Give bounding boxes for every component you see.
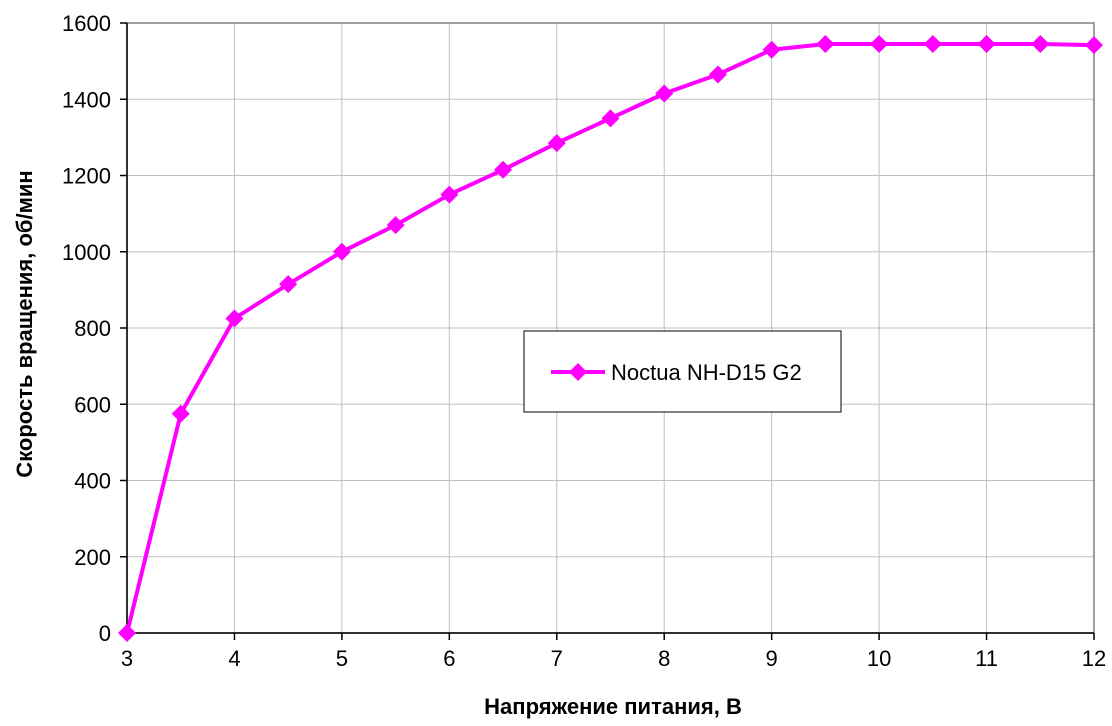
data-point-marker xyxy=(1031,34,1050,53)
y-axis-title: Скорость вращения, об/мин xyxy=(12,170,37,477)
y-tick-label: 0 xyxy=(99,621,111,646)
data-point-marker xyxy=(601,109,620,128)
data-point-marker xyxy=(279,275,298,294)
data-point-marker xyxy=(386,216,405,235)
data-point-marker xyxy=(816,34,835,53)
x-tick-label: 12 xyxy=(1082,646,1106,671)
x-tick-label: 8 xyxy=(658,646,670,671)
x-tick-label: 11 xyxy=(975,646,998,671)
y-tick-label: 400 xyxy=(74,469,111,494)
series-layer xyxy=(118,34,1103,642)
data-point-marker xyxy=(708,65,727,84)
y-tick-label: 1400 xyxy=(62,87,111,112)
x-tick-label: 9 xyxy=(766,646,778,671)
data-point-marker xyxy=(762,40,781,59)
data-point-marker xyxy=(171,404,190,423)
data-point-marker xyxy=(118,624,136,642)
x-tick-label: 7 xyxy=(551,646,563,671)
x-tick-label: 4 xyxy=(228,646,240,671)
x-tick-label: 3 xyxy=(121,646,133,671)
data-point-marker xyxy=(1085,36,1103,55)
data-point-marker xyxy=(977,34,996,53)
data-point-marker xyxy=(225,309,244,328)
legend-series-marker xyxy=(569,363,587,381)
axes: 3 4 5 6 7 8 9 10 11 12 0 200 400 600 800 1000 1200 1400 16… xyxy=(62,11,1106,671)
x-tick-label: 6 xyxy=(443,646,455,671)
data-point-marker xyxy=(655,84,674,103)
x-tick-label: 10 xyxy=(867,646,891,671)
y-tick-label: 800 xyxy=(74,316,111,341)
y-tick-label: 600 xyxy=(74,392,111,417)
y-tick-label: 1000 xyxy=(62,240,111,265)
y-tick-label: 200 xyxy=(74,545,111,570)
data-point-marker xyxy=(494,160,513,179)
data-point-marker xyxy=(440,185,459,204)
data-point-marker xyxy=(870,34,889,53)
data-point-marker xyxy=(923,34,942,53)
y-tick-label: 1600 xyxy=(62,11,111,36)
data-point-marker xyxy=(332,242,351,261)
x-axis-title: Напряжение питания, В xyxy=(484,694,742,719)
data-point-marker xyxy=(547,134,566,153)
x-tick-label: 5 xyxy=(336,646,348,671)
y-tick-label: 1200 xyxy=(62,164,111,189)
legend: Noctua NH-D15 G2 xyxy=(523,330,842,413)
legend-series-label: Noctua NH-D15 G2 xyxy=(611,360,802,385)
